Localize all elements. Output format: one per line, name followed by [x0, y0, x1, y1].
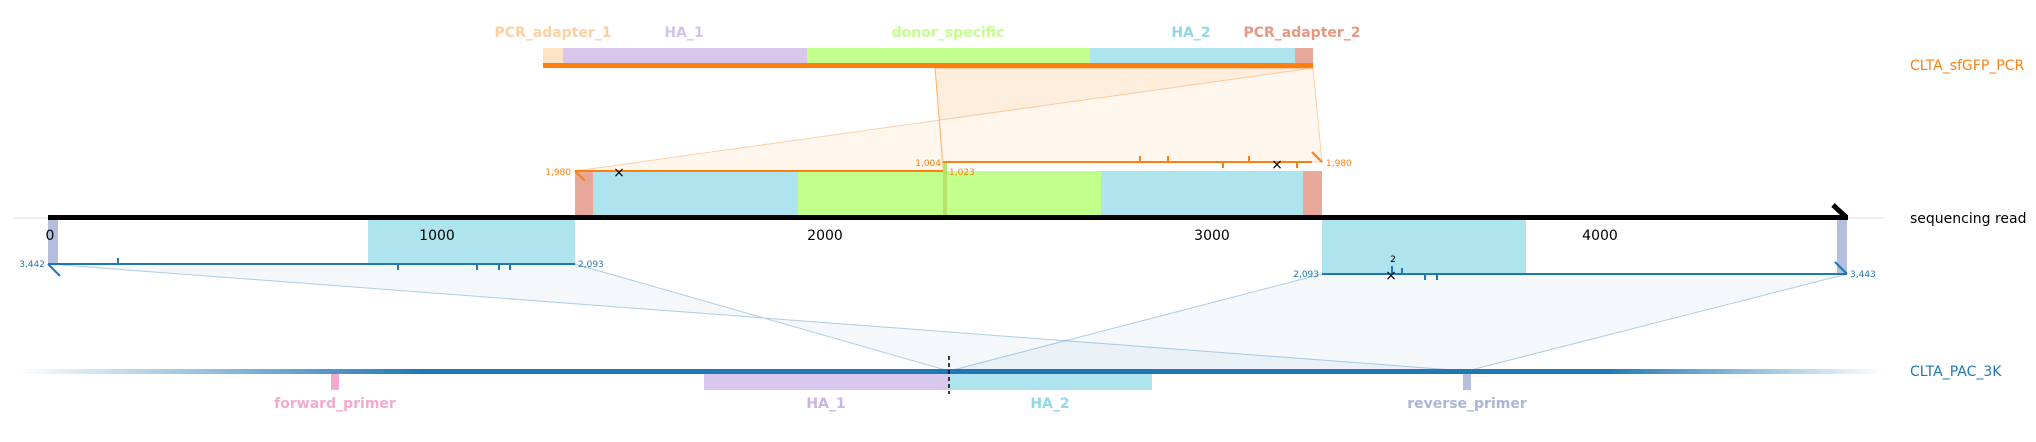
target-label-ha-2: HA_2 — [1030, 396, 1069, 412]
aligned-ha-2-left — [593, 171, 798, 217]
donor-label-pcr-adapter-2: PCR_adapter_2 — [1243, 25, 1360, 41]
read-target-end-right — [1837, 218, 1847, 274]
read-line — [48, 215, 1848, 220]
target-aln-hook-left — [47, 263, 61, 277]
donor-mismatch-2: × — [1271, 157, 1283, 173]
target-aln-hook-right — [1834, 261, 1848, 275]
target-name: CLTA_PAC_3K — [1910, 364, 2002, 380]
target-aln-right-start-label: 2,093 — [1293, 270, 1319, 280]
donor-feature-ha-2 — [1090, 48, 1295, 64]
donor-aln-left-end-label: 1,980 — [545, 168, 571, 178]
donor-track: PCR_adapter_1 HA_1 donor_specific HA_2 P… — [494, 25, 2024, 74]
target-label-forward-primer: forward_primer — [274, 396, 396, 412]
read-tick-4000: 4000 — [1582, 228, 1618, 244]
target-label-reverse-primer: reverse_primer — [1407, 396, 1527, 412]
donor-label-donor-specific: donor_specific — [892, 25, 1005, 41]
read-tick-2000: 2000 — [807, 228, 843, 244]
donor-alignments: × × 1,980 1,004 1,023 1,980 — [545, 151, 1352, 217]
read-tick-3000: 3000 — [1194, 228, 1230, 244]
donor-label-pcr-adapter-1: PCR_adapter_1 — [494, 25, 611, 41]
read-target-ha-2-left — [368, 218, 575, 264]
donor-feature-donor-specific — [807, 48, 1090, 64]
target-aln-left-end-label: 2,093 — [578, 260, 604, 270]
read-target-ha-1-right — [1322, 218, 1526, 274]
read-arrowhead — [1831, 203, 1848, 219]
donor-aln-hook-left — [574, 170, 586, 182]
target-aln-left-start-label: 3,442 — [19, 260, 45, 270]
donor-read-connections — [574, 67, 1323, 172]
read-tick-1000: 1000 — [419, 228, 455, 244]
target-track: forward_primer HA_1 HA_2 reverse_primer … — [14, 356, 2002, 412]
read-target-end-left — [48, 218, 58, 264]
donor-connection-right — [934, 67, 1323, 163]
donor-feature-ha-1 — [563, 48, 807, 64]
target-mismatch: × — [1385, 268, 1397, 284]
donor-line — [543, 63, 1313, 68]
read-track: 0 1000 2000 3000 4000 sequencing read — [14, 203, 2026, 274]
target-connection-right — [948, 273, 1848, 372]
donor-aln-mid-end-label: 1,004 — [915, 159, 941, 169]
aligned-breakpoint-bar — [943, 163, 947, 217]
target-alignments: × 2 3,442 2,093 2,093 3,443 — [19, 255, 1876, 284]
target-label-ha-1: HA_1 — [806, 396, 845, 412]
donor-feature-pcr-adapter-2 — [1295, 48, 1313, 64]
target-aln-right-end-label: 3,443 — [1850, 270, 1876, 280]
donor-aln-right-end-label: 1,980 — [1326, 159, 1352, 169]
donor-aln-hook-right — [1311, 151, 1323, 163]
target-feature-ha-1 — [704, 374, 949, 390]
aligned-donor-specific — [798, 171, 1101, 217]
target-connections — [47, 263, 1848, 372]
target-feature-ha-2 — [949, 374, 1152, 390]
target-feature-forward-primer — [331, 374, 339, 390]
donor-mismatch-1: × — [613, 165, 625, 181]
read-name: sequencing read — [1910, 211, 2026, 227]
aligned-pcr-adapter-left — [575, 171, 593, 217]
donor-label-ha-1: HA_1 — [664, 25, 703, 41]
read-tick-0: 0 — [46, 228, 55, 244]
target-feature-reverse-primer — [1463, 374, 1471, 390]
donor-feature-pcr-adapter-1 — [543, 48, 563, 64]
donor-label-ha-2: HA_2 — [1171, 25, 1210, 41]
aligned-ha-1-right — [1101, 171, 1303, 217]
target-marker-label: 2 — [1390, 255, 1396, 265]
donor-aln-mid-start-label: 1,023 — [949, 168, 975, 178]
donor-name: CLTA_sfGFP_PCR — [1910, 58, 2024, 74]
aligned-pcr-adapter-right — [1303, 171, 1322, 217]
